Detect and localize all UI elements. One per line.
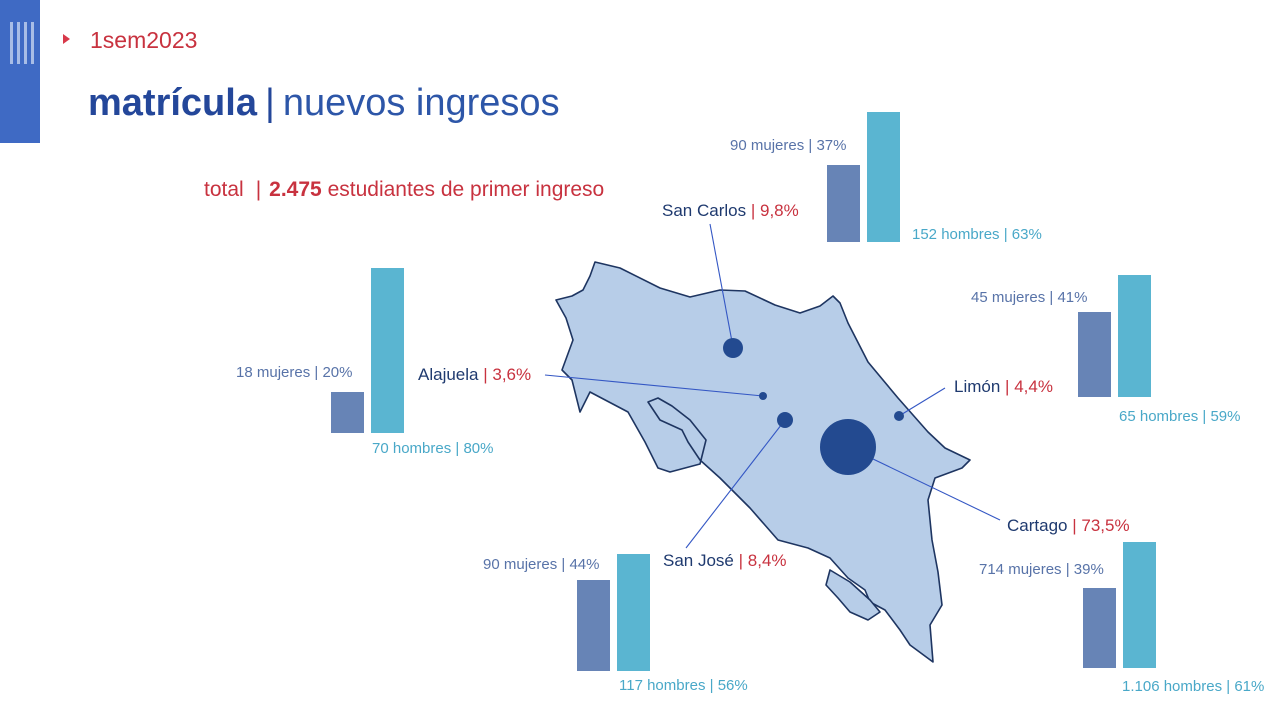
- leader-san-jose: [685, 419, 786, 549]
- leader-san-carlos: [709, 223, 734, 348]
- total-separator: |: [255, 178, 262, 201]
- total-line: total | 2.475 estudiantes de primer ingres…: [204, 178, 604, 202]
- marker-alajuela: [759, 392, 767, 400]
- title-rest: nuevos ingresos: [282, 82, 560, 124]
- alajuela-women-label: 18 mujeres | 20%: [236, 364, 353, 381]
- cartago-women-label: 714 mujeres | 39%: [979, 561, 1104, 578]
- san-jose-women-label: 90 mujeres | 44%: [483, 556, 600, 573]
- bullet-triangle-icon: [63, 34, 70, 44]
- san-carlos-men-label: 152 hombres | 63%: [912, 226, 1042, 243]
- san-jose-men-bar: [617, 554, 650, 671]
- san-jose-men-label: 117 hombres | 56%: [619, 677, 748, 694]
- cartago-men-label: 1.106 hombres | 61%: [1122, 678, 1265, 695]
- cartago-women-bar: [1083, 588, 1116, 668]
- san-carlos-men-bar: [867, 112, 900, 242]
- alajuela-men-bar: [371, 268, 404, 433]
- limon-women-label: 45 mujeres | 41%: [971, 289, 1088, 306]
- region-label-limon: Limón | 4,4%: [954, 377, 1053, 396]
- leader-limon: [898, 387, 946, 417]
- marker-limon: [894, 411, 904, 421]
- total-suffix: estudiantes de primer ingreso: [327, 178, 605, 201]
- leader-alajuela: [544, 374, 764, 397]
- leader-cartago: [847, 446, 1001, 521]
- peninsula-tip: [825, 569, 881, 621]
- title-separator: |: [264, 82, 275, 124]
- stripes-decoration: [10, 22, 40, 64]
- san-carlos-women-label: 90 mujeres | 37%: [730, 137, 847, 154]
- marker-san-jose: [777, 412, 793, 428]
- limon-men-bar: [1118, 275, 1151, 397]
- limon-women-bar: [1078, 312, 1111, 397]
- region-label-san-carlos: San Carlos | 9,8%: [662, 201, 799, 220]
- country-shape: [555, 261, 971, 663]
- limon-men-label: 65 hombres | 59%: [1119, 408, 1241, 425]
- san-jose-women-bar: [577, 580, 610, 671]
- leader-lines: [544, 223, 1001, 549]
- cartago-men-bar: [1123, 542, 1156, 668]
- san-carlos-women-bar: [827, 165, 860, 242]
- total-label: total: [204, 178, 244, 201]
- marker-cartago: [820, 419, 876, 475]
- alajuela-men-label: 70 hombres | 80%: [372, 440, 494, 457]
- page-title: matrícula | nuevos ingresos: [88, 82, 560, 125]
- region-label-san-jose: San José | 8,4%: [663, 551, 787, 570]
- markers: [723, 338, 904, 475]
- semester-label: 1sem2023: [90, 27, 198, 53]
- title-bold: matrícula: [88, 82, 257, 124]
- region-label-cartago: Cartago | 73,5%: [1007, 516, 1130, 535]
- region-label-alajuela: Alajuela | 3,6%: [418, 365, 532, 384]
- marker-san-carlos: [723, 338, 743, 358]
- total-value: 2.475: [269, 178, 322, 201]
- alajuela-women-bar: [331, 392, 364, 433]
